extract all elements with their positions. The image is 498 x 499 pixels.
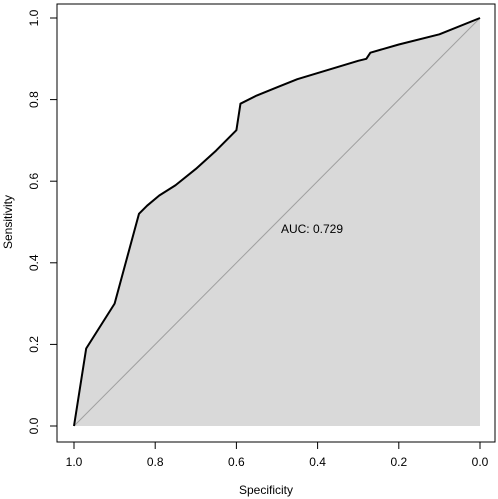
y-tick-label: 0.6 (27, 173, 41, 190)
plot-layer (73, 17, 481, 427)
auc-annotation: AUC: 0.729 (281, 222, 343, 236)
x-axis-title: Specificity (239, 483, 293, 497)
y-axis: 0.0 0.2 0.4 0.6 0.8 1.0 (27, 9, 58, 434)
x-tick-label: 0.2 (390, 455, 407, 469)
roc-curve (73, 17, 481, 427)
y-tick-label: 0.2 (27, 336, 41, 353)
x-tick-label: 0.6 (228, 455, 245, 469)
y-tick-label: 1.0 (27, 9, 41, 26)
y-tick-label: 0.4 (27, 254, 41, 271)
y-tick-label: 0.8 (27, 91, 41, 108)
x-tick-label: 0.4 (309, 455, 326, 469)
y-axis-title: Sensitivity (1, 195, 15, 249)
x-tick-label: 1.0 (66, 455, 83, 469)
x-tick-label: 0.0 (472, 455, 489, 469)
x-axis: 1.0 0.8 0.6 0.4 0.2 0.0 (66, 441, 489, 469)
y-tick-label: 0.0 (27, 417, 41, 434)
reference-diagonal (73, 17, 481, 427)
x-tick-label: 0.8 (147, 455, 164, 469)
